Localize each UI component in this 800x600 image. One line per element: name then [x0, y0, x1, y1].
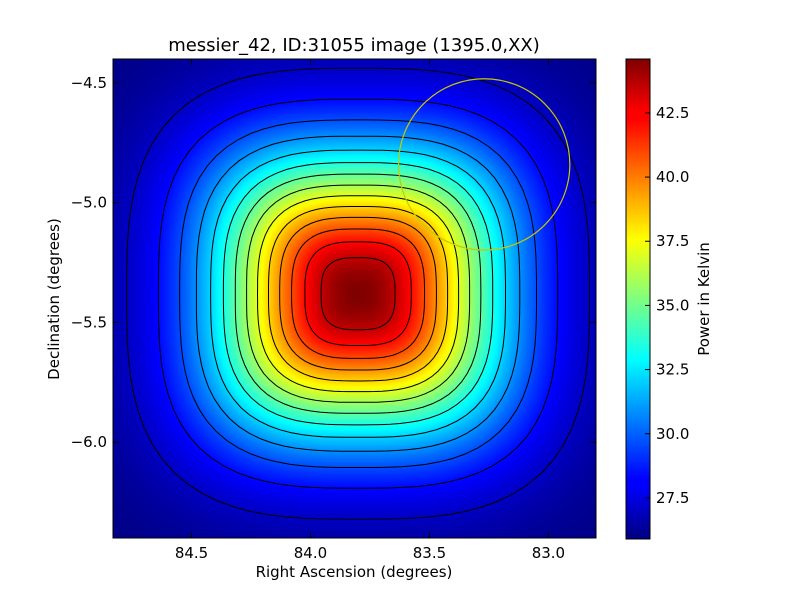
colorbar-gradient	[625, 58, 651, 540]
contour-lines	[126, 67, 590, 520]
chart-title: messier_42, ID:31055 image (1395.0,XX)	[168, 35, 540, 56]
x-axis: 84.5 84.0 83.5 83.0	[175, 59, 565, 562]
contour-line	[157, 98, 559, 489]
y-tick-label: −4.5	[71, 74, 107, 92]
contour-line	[291, 228, 425, 359]
contour-line	[179, 119, 537, 468]
plot-area	[112, 58, 597, 539]
x-tick-label: 83.5	[413, 544, 446, 562]
heatmap-image	[113, 59, 596, 538]
contour-line	[304, 241, 412, 346]
colorbar-tick-label: 42.5	[656, 104, 689, 122]
colorbar-tick-label: 27.5	[656, 489, 689, 507]
colorbar-tick-label: 30.0	[656, 425, 689, 443]
contour-line	[210, 149, 506, 438]
contour-line	[279, 216, 437, 371]
contour-line	[256, 195, 460, 393]
y-tick-label: −5.5	[71, 313, 107, 331]
colorbar-tick-label: 32.5	[656, 361, 689, 379]
beam-circle	[397, 78, 571, 251]
heatmap-canvas	[113, 59, 596, 538]
contour-line	[234, 173, 482, 414]
colorbar-label: Power in Kelvin	[695, 242, 713, 356]
colorbar-tick-label: 37.5	[656, 232, 689, 250]
y-tick-label: −5.0	[71, 194, 107, 212]
x-tick-label: 83.0	[532, 544, 565, 562]
contour-line	[268, 206, 449, 382]
colorbar-tick-label: 35.0	[656, 296, 689, 314]
colorbar-ticks: 27.5 30.0 32.5 35.0 37.5 40.0 42.5	[645, 104, 689, 507]
x-axis-label: Right Ascension (degrees)	[256, 563, 453, 581]
contour-line	[126, 67, 590, 520]
plot-frame	[112, 58, 597, 539]
contour-line	[222, 162, 494, 426]
contour-line	[195, 135, 521, 452]
y-axis-label: Declination (degrees)	[45, 218, 63, 380]
y-tick-label: −6.0	[71, 433, 107, 451]
colorbar-tick-label: 40.0	[656, 168, 689, 186]
colorbar: 27.5 30.0 32.5 35.0 37.5 40.0 42.5 Power in Ke…	[625, 58, 713, 540]
contour-line	[320, 257, 396, 331]
x-tick-label: 84.0	[294, 544, 327, 562]
contour-line	[246, 184, 471, 403]
y-axis: −4.5 −5.0 −5.5 −6.0	[71, 74, 596, 451]
x-tick-label: 84.5	[175, 544, 208, 562]
